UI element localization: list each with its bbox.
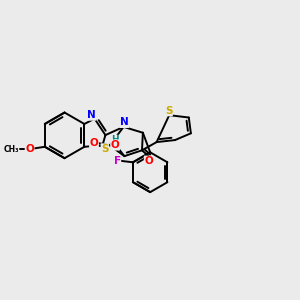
Text: S: S: [101, 144, 109, 154]
Text: F: F: [114, 156, 121, 166]
Text: O: O: [25, 144, 34, 154]
Text: S: S: [165, 106, 172, 116]
Text: H: H: [111, 135, 119, 144]
Text: N: N: [120, 118, 128, 128]
Text: O: O: [111, 140, 119, 150]
Text: O: O: [90, 138, 98, 148]
Text: O: O: [144, 156, 153, 166]
Text: CH₃: CH₃: [3, 145, 19, 154]
Text: N: N: [87, 110, 96, 120]
